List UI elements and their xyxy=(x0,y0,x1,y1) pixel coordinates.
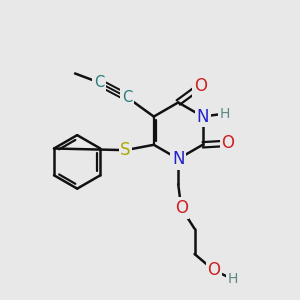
Text: N: N xyxy=(196,108,209,126)
Text: C: C xyxy=(122,90,132,105)
Text: H: H xyxy=(228,272,238,286)
Text: S: S xyxy=(120,141,131,159)
Text: O: O xyxy=(221,134,235,152)
Text: O: O xyxy=(207,261,220,279)
Text: H: H xyxy=(220,106,230,121)
Text: O: O xyxy=(175,199,188,217)
Text: C: C xyxy=(94,75,104,90)
Text: O: O xyxy=(194,77,207,95)
Text: N: N xyxy=(172,150,184,168)
